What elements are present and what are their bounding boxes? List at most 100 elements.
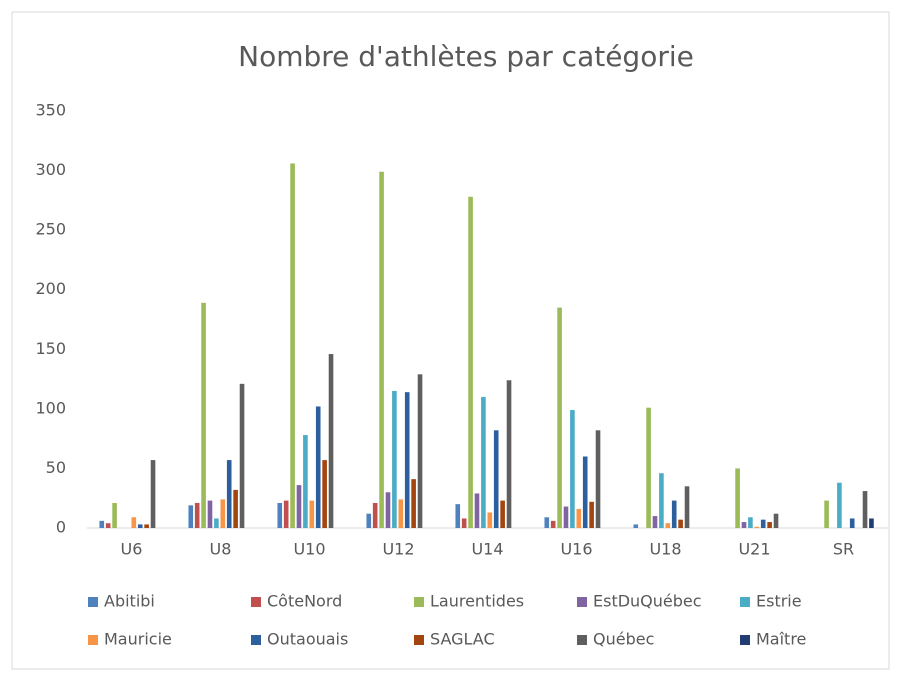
bar <box>481 396 486 528</box>
legend-label: EstDuQuébec <box>593 592 702 611</box>
bar <box>322 460 327 528</box>
bar <box>309 500 315 528</box>
legend-swatch <box>414 597 424 607</box>
bar <box>144 524 149 528</box>
bar <box>659 473 664 528</box>
bar <box>233 489 238 528</box>
bar <box>105 523 111 528</box>
bar <box>455 504 461 528</box>
legend-label: CôteNord <box>267 592 342 611</box>
bar <box>112 502 117 528</box>
bar <box>220 499 226 528</box>
bar <box>595 430 601 528</box>
y-tick-label: 250 <box>35 220 66 239</box>
bar <box>379 171 384 528</box>
chart-border <box>11 11 890 670</box>
bar <box>411 479 416 528</box>
legend-swatch <box>251 597 261 607</box>
bar <box>468 196 473 529</box>
bar <box>290 163 295 528</box>
bar <box>137 524 143 528</box>
bar <box>328 354 334 528</box>
x-tick-label: U14 <box>471 540 503 559</box>
legend-label: Québec <box>593 630 654 649</box>
legend-swatch <box>740 635 750 645</box>
bar <box>652 516 658 528</box>
bar <box>277 502 283 528</box>
legend-swatch <box>251 635 261 645</box>
bar <box>188 505 194 528</box>
legend-label: Maître <box>756 630 806 649</box>
bar <box>461 518 467 528</box>
bar <box>869 518 874 528</box>
bar <box>582 456 588 528</box>
bar <box>678 519 683 528</box>
bar <box>557 307 562 528</box>
legend-swatch <box>88 635 98 645</box>
bar <box>385 492 391 528</box>
y-tick-label: 150 <box>35 339 66 358</box>
x-tick-label: U8 <box>210 540 232 559</box>
bar <box>131 517 137 528</box>
y-tick-label: 100 <box>35 398 66 417</box>
bar <box>773 513 779 528</box>
bar <box>487 512 493 528</box>
legend-swatch <box>577 635 587 645</box>
bar <box>493 430 499 528</box>
bar <box>392 390 397 528</box>
legend-label: Outaouais <box>267 630 348 649</box>
bar <box>500 500 505 528</box>
bar <box>398 499 404 528</box>
bar <box>239 383 245 528</box>
bar <box>506 380 512 528</box>
bar <box>563 506 569 528</box>
bar <box>303 435 308 528</box>
bar <box>550 520 556 528</box>
bar <box>684 486 690 528</box>
legend-swatch <box>577 597 587 607</box>
legend-label: Laurentides <box>430 592 524 611</box>
chart-title: Nombre d'athlètes par catégorie <box>238 40 694 73</box>
bar <box>150 460 156 528</box>
x-tick-label: U18 <box>649 540 681 559</box>
bar <box>201 302 206 528</box>
bar <box>748 517 753 528</box>
bar <box>671 500 677 528</box>
x-tick-label: U16 <box>560 540 592 559</box>
bar <box>226 460 232 528</box>
y-tick-label: 350 <box>35 101 66 120</box>
bar <box>283 500 289 528</box>
y-tick-label: 50 <box>46 458 66 477</box>
bar <box>417 374 423 528</box>
bar <box>767 522 772 528</box>
bar <box>735 468 740 528</box>
bar <box>741 522 747 528</box>
x-tick-label: U10 <box>293 540 325 559</box>
legend-swatch <box>414 635 424 645</box>
legend-swatch <box>740 597 750 607</box>
bar <box>665 523 671 528</box>
bar <box>646 407 651 528</box>
bar <box>760 519 766 528</box>
x-tick-label: U6 <box>121 540 143 559</box>
bar <box>404 392 410 528</box>
y-tick-label: 200 <box>35 279 66 298</box>
bar <box>754 526 760 528</box>
legend-label: SAGLAC <box>430 630 495 649</box>
bar <box>366 513 372 528</box>
bar <box>589 501 594 528</box>
bar <box>576 508 582 528</box>
bar <box>315 406 321 528</box>
x-tick-label: SR <box>833 540 854 559</box>
y-tick-label: 0 <box>56 518 66 537</box>
bar <box>824 500 829 528</box>
x-tick-label: U12 <box>382 540 414 559</box>
bar <box>633 524 639 528</box>
bar <box>99 520 105 528</box>
bar <box>207 500 213 528</box>
bar <box>544 517 550 528</box>
bar <box>372 502 378 528</box>
legend-swatch <box>88 597 98 607</box>
bar <box>214 518 219 528</box>
